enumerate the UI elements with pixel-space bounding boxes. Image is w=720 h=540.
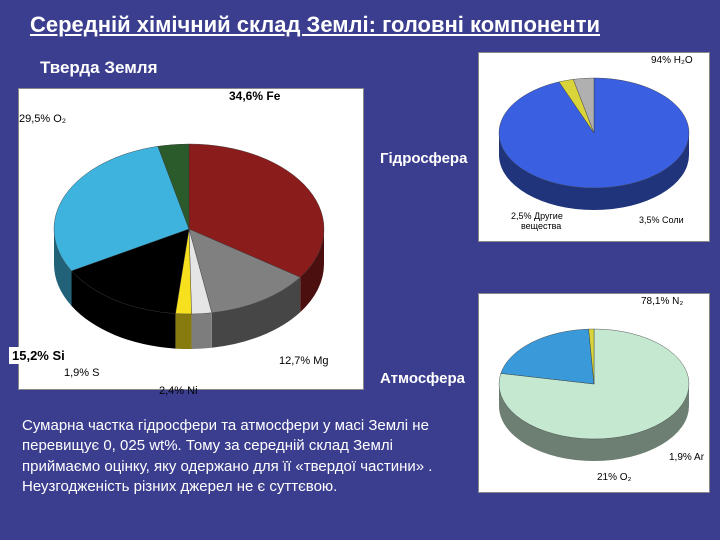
chart-slice-label: 34,6% Fe xyxy=(229,89,280,103)
chart-slice-label: 1,9% Ar xyxy=(669,452,704,463)
chart-slice-label: 94% H₂O xyxy=(651,55,693,66)
subtitle-earth: Тверда Земля xyxy=(40,58,158,78)
chart-slice-label: вещества xyxy=(521,221,561,231)
earth-chart: 34,6% Fe29,5% O₂15,2% Si1,9% S2,4% Ni12,… xyxy=(18,88,364,390)
chart-slice-label: 3,5% Соли xyxy=(639,215,684,225)
atmo-chart: 78,1% N₂ 21% O₂ 1,9% Ar xyxy=(478,293,710,493)
subtitle-hydro: Гідросфера xyxy=(380,150,467,167)
subtitle-atmo: Атмосфера xyxy=(380,370,465,387)
chart-slice-label: 2,5% Другие xyxy=(511,211,563,221)
chart-slice-label: 2,4% Ni xyxy=(159,385,198,397)
chart-slice-label: 1,9% S xyxy=(64,367,99,379)
hydro-chart: 94% H₂O 2,5% Другиевещества 3,5% Соли xyxy=(478,52,710,242)
page-title: Середній хімічний склад Землі: головні к… xyxy=(30,12,700,38)
chart-slice-label: 21% O₂ xyxy=(597,472,631,483)
chart-slice-label: 15,2% Si xyxy=(9,347,68,364)
body-text: Сумарна частка гідросфери та атмосфери у… xyxy=(22,416,462,497)
chart-slice-label: 78,1% N₂ xyxy=(641,296,683,307)
chart-slice-label: 29,5% O₂ xyxy=(19,113,66,125)
chart-slice-label: 12,7% Mg xyxy=(279,355,329,367)
